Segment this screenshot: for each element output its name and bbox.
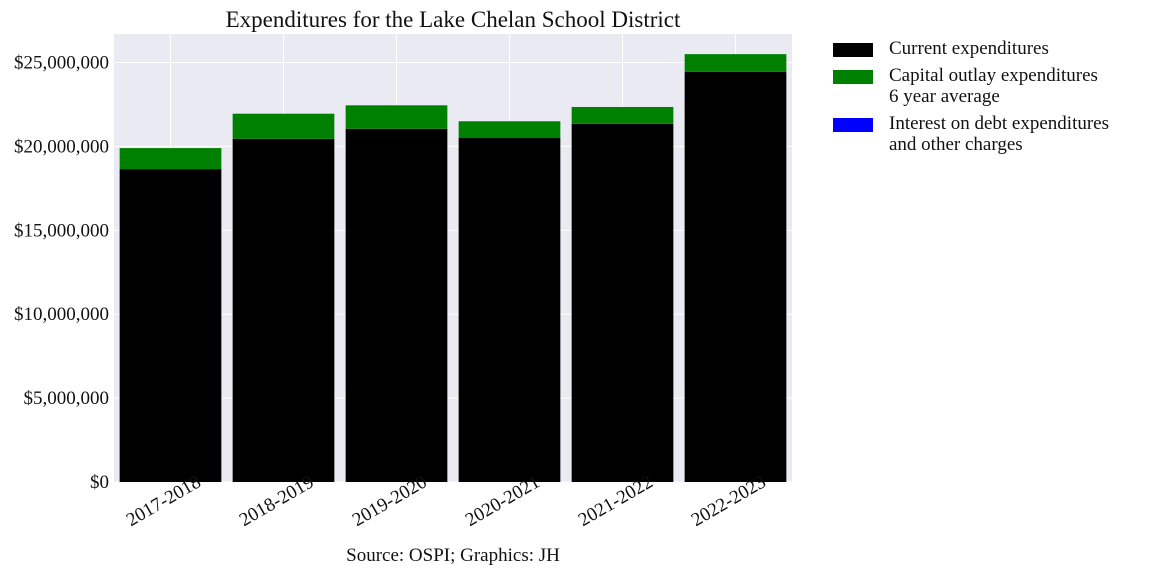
y-tick-label: $0 [90, 472, 109, 493]
bar-capital-outlay [458, 121, 561, 139]
legend-swatch [833, 70, 873, 84]
bar-capital-outlay [345, 105, 448, 129]
legend-label-line: Interest on debt expenditures [889, 113, 1110, 134]
bar-current-expenditures [571, 123, 674, 482]
bar-current-expenditures [458, 138, 561, 482]
legend: Current expenditures Capital outlay expe… [833, 38, 1109, 161]
chart-title: Expenditures for the Lake Chelan School … [226, 7, 681, 32]
y-tick-label: $5,000,000 [24, 388, 110, 409]
y-tick-label: $25,000,000 [14, 53, 109, 74]
x-axis-label: Source: OSPI; Graphics: JH [346, 545, 560, 566]
y-tick-label: $15,000,000 [14, 220, 109, 241]
bar-current-expenditures [684, 71, 787, 482]
y-axis-ticks: $0 $5,000,000 $10,000,000 $15,000,000 $20,00… [14, 53, 109, 493]
bar-current-expenditures [232, 138, 335, 483]
legend-swatch [833, 118, 873, 132]
legend-label: Interest on debt expenditures and other … [889, 113, 1109, 155]
legend-label-line: Capital outlay expenditures [889, 65, 1098, 86]
bars [119, 54, 787, 483]
legend-item-capital-outlay: Capital outlay expenditures 6 year avera… [833, 65, 1109, 107]
legend-label: Current expenditures [889, 38, 1049, 59]
bar-current-expenditures [119, 169, 222, 482]
plot-area [114, 34, 792, 482]
bar-capital-outlay [232, 113, 335, 139]
bar-capital-outlay [119, 148, 222, 170]
legend-label-line: Current expenditures [889, 38, 1049, 59]
legend-swatch [833, 43, 873, 57]
legend-label-line: and other charges [889, 134, 1023, 155]
bar-current-expenditures [345, 128, 448, 482]
legend-item-interest: Interest on debt expenditures and other … [833, 113, 1109, 155]
y-tick-label: $20,000,000 [14, 136, 109, 157]
bar-capital-outlay [571, 106, 674, 124]
y-tick-label: $10,000,000 [14, 304, 109, 325]
legend-item-current: Current expenditures [833, 38, 1109, 59]
legend-label: Capital outlay expenditures 6 year avera… [889, 65, 1098, 107]
legend-label-line: 6 year average [889, 86, 1000, 107]
bar-capital-outlay [684, 54, 787, 72]
